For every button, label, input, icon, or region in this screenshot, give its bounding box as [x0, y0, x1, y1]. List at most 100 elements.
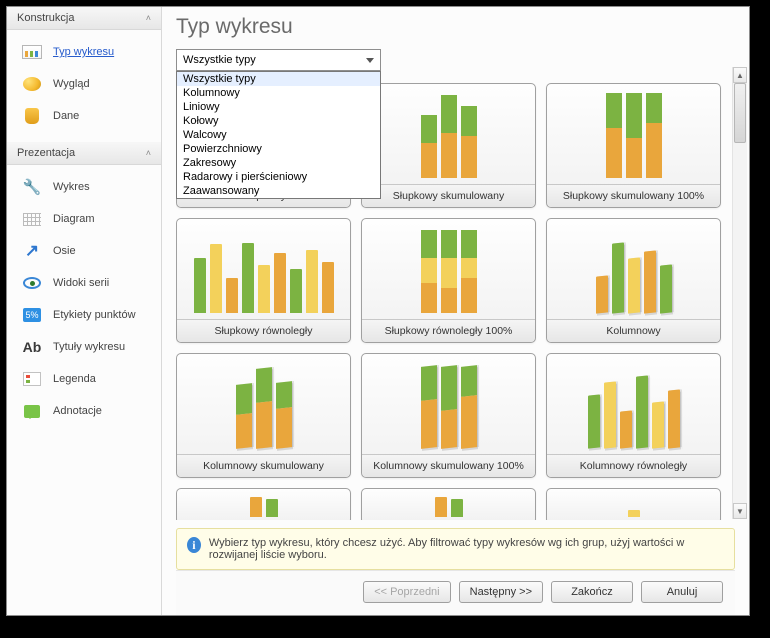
wizard-body: Konstrukcja ˄ Typ wykresu Wygląd Dane [7, 7, 749, 615]
sidebar-item-tytuly[interactable]: Ab Tytuły wykresu [7, 331, 161, 363]
nav-items-konstrukcja: Typ wykresu Wygląd Dane [7, 30, 161, 142]
arrow-icon: ↗ [21, 242, 43, 260]
filter-dropdown-list[interactable]: Wszystkie typy Kolumnowy Liniowy Kołowy … [176, 71, 381, 199]
scroll-thumb[interactable] [734, 83, 746, 143]
info-icon: i [187, 537, 201, 553]
sidebar-item-etykiety[interactable]: 5% Etykiety punktów [7, 299, 161, 331]
sidebar-item-label: Legenda [53, 373, 96, 385]
sidebar-item-label: Tytuły wykresu [53, 341, 125, 353]
chart-card-kolumnowy[interactable]: Kolumnowy [546, 218, 721, 343]
chart-card-label: Kolumnowy skumulowany 100% [362, 454, 535, 477]
chart-type-filter-select[interactable]: Wszystkie typy [176, 49, 381, 71]
scroll-down-button[interactable]: ▼ [733, 503, 747, 519]
chart-card-label: Kolumnowy równoległy [547, 454, 720, 477]
filter-option[interactable]: Kołowy [177, 114, 380, 128]
filter-option[interactable]: Zakresowy [177, 156, 380, 170]
info-text: Wybierz typ wykresu, który chcesz użyć. … [209, 537, 724, 561]
chart-preview [177, 354, 350, 454]
chart-preview [362, 489, 535, 520]
chart-preview [362, 354, 535, 454]
sidebar-item-dane[interactable]: Dane [7, 100, 161, 132]
chart-preview [177, 489, 350, 520]
chart-card-partial[interactable] [361, 488, 536, 520]
eye-icon [21, 274, 43, 292]
left-nav: Konstrukcja ˄ Typ wykresu Wygląd Dane [7, 7, 162, 615]
note-icon [21, 402, 43, 420]
chart-card-kolumnowy-skumulowany[interactable]: Kolumnowy skumulowany [176, 353, 351, 478]
sidebar-item-label: Adnotacje [53, 405, 102, 417]
sidebar-item-label: Dane [53, 110, 79, 122]
sidebar-item-diagram[interactable]: Diagram [7, 203, 161, 235]
chart-card-label: Słupkowy równoległy 100% [362, 319, 535, 342]
chart-card-label: Kolumnowy skumulowany [177, 454, 350, 477]
chart-icon [21, 43, 43, 61]
scroll-track[interactable] [733, 83, 747, 503]
chart-card-partial[interactable] [546, 488, 721, 520]
chevron-up-icon: ˄ [146, 148, 151, 158]
filter-row: Wszystkie typy Wszystkie typy Kolumnowy … [176, 49, 735, 73]
sidebar-item-legenda[interactable]: Legenda [7, 363, 161, 395]
chart-preview [177, 219, 350, 319]
sidebar-item-widoki-serii[interactable]: Widoki serii [7, 267, 161, 299]
sidebar-item-label: Etykiety punktów [53, 309, 136, 321]
chart-preview [547, 354, 720, 454]
window-shadow [8, 614, 762, 632]
text-icon: Ab [21, 338, 43, 356]
sidebar-item-label: Wygląd [53, 78, 90, 90]
filter-option[interactable]: Kolumnowy [177, 86, 380, 100]
grid-icon [21, 210, 43, 228]
sidebar-item-osie[interactable]: ↗ Osie [7, 235, 161, 267]
wizard-window: Konstrukcja ˄ Typ wykresu Wygląd Dane [6, 6, 750, 616]
sidebar-item-typ-wykresu[interactable]: Typ wykresu [7, 36, 161, 68]
chart-card-slupkowy-rownolegly-100[interactable]: Słupkowy równoległy 100% [361, 218, 536, 343]
chart-card-partial[interactable] [176, 488, 351, 520]
scroll-up-button[interactable]: ▲ [733, 67, 747, 83]
filter-option[interactable]: Walcowy [177, 128, 380, 142]
chart-preview [547, 489, 720, 520]
info-bar: i Wybierz typ wykresu, który chcesz użyć… [176, 528, 735, 570]
page-title: Typ wykresu [176, 15, 735, 39]
sidebar-item-label: Typ wykresu [53, 46, 114, 58]
chart-preview [362, 84, 535, 184]
sidebar-item-adnotacje[interactable]: Adnotacje [7, 395, 161, 427]
chevron-up-icon: ˄ [146, 13, 151, 23]
cancel-button[interactable]: Anuluj [641, 581, 723, 603]
chart-preview [547, 219, 720, 319]
chart-preview [547, 84, 720, 184]
appearance-icon [21, 75, 43, 93]
filter-option[interactable]: Liniowy [177, 100, 380, 114]
prev-button[interactable]: << Poprzedni [363, 581, 450, 603]
filter-option[interactable]: Radarowy i pierścieniowy [177, 170, 380, 184]
sidebar-item-wyglad[interactable]: Wygląd [7, 68, 161, 100]
chart-card-slupkowy-rownolegly[interactable]: Słupkowy równoległy [176, 218, 351, 343]
wizard-footer: << Poprzedni Następny >> Zakończ Anuluj [176, 570, 735, 615]
chart-card-label: Kolumnowy [547, 319, 720, 342]
filter-option[interactable]: Zaawansowany [177, 184, 380, 198]
filter-option[interactable]: Wszystkie typy [177, 72, 380, 86]
chart-card-kolumnowy-skumulowany-100[interactable]: Kolumnowy skumulowany 100% [361, 353, 536, 478]
main-panel: Typ wykresu Wszystkie typy Wszystkie typ… [162, 7, 749, 615]
sidebar-item-wykres[interactable]: 🔧 Wykres [7, 171, 161, 203]
chart-card-label: Słupkowy skumulowany 100% [547, 184, 720, 207]
sidebar-item-label: Wykres [53, 181, 90, 193]
chart-card-slupkowy-skumulowany[interactable]: Słupkowy skumulowany [361, 83, 536, 208]
nav-section-header-prezentacja[interactable]: Prezentacja ˄ [7, 142, 161, 165]
chart-card-label: Słupkowy skumulowany [362, 184, 535, 207]
finish-button[interactable]: Zakończ [551, 581, 633, 603]
sidebar-item-label: Widoki serii [53, 277, 109, 289]
nav-section-header-konstrukcja[interactable]: Konstrukcja ˄ [7, 7, 161, 30]
nav-section-label: Konstrukcja [17, 12, 74, 24]
chart-card-slupkowy-skumulowany-100[interactable]: Słupkowy skumulowany 100% [546, 83, 721, 208]
next-button[interactable]: Następny >> [459, 581, 543, 603]
nav-section-label: Prezentacja [17, 147, 75, 159]
percent-icon: 5% [21, 306, 43, 324]
vertical-scrollbar[interactable]: ▲ ▼ [732, 67, 747, 519]
filter-selected-value: Wszystkie typy [183, 54, 256, 66]
nav-items-prezentacja: 🔧 Wykres Diagram ↗ Osie Widoki serii 5% [7, 165, 161, 437]
chevron-down-icon [366, 58, 374, 63]
filter-option[interactable]: Powierzchniowy [177, 142, 380, 156]
sidebar-item-label: Diagram [53, 213, 95, 225]
chart-card-kolumnowy-rownolegly[interactable]: Kolumnowy równoległy [546, 353, 721, 478]
data-icon [21, 107, 43, 125]
wrench-icon: 🔧 [21, 178, 43, 196]
